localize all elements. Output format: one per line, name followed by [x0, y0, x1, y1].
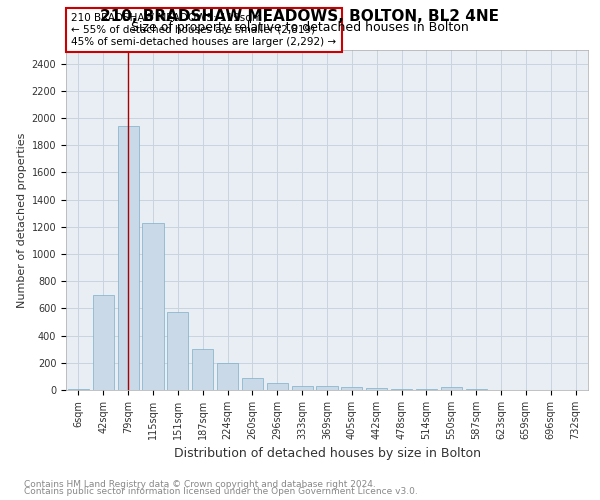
Text: Contains HM Land Registry data © Crown copyright and database right 2024.: Contains HM Land Registry data © Crown c… — [24, 480, 376, 489]
Bar — [142, 224, 164, 390]
Bar — [93, 295, 114, 390]
Text: 210, BRADSHAW MEADOWS, BOLTON, BL2 4NE: 210, BRADSHAW MEADOWS, BOLTON, BL2 4NE — [101, 9, 499, 24]
Bar — [192, 348, 213, 390]
Bar — [466, 388, 487, 390]
Text: Contains public sector information licensed under the Open Government Licence v3: Contains public sector information licen… — [24, 487, 418, 496]
Bar — [316, 386, 338, 390]
Bar — [366, 388, 387, 390]
Y-axis label: Number of detached properties: Number of detached properties — [17, 132, 28, 308]
Bar — [242, 378, 263, 390]
Bar — [441, 388, 462, 390]
Bar — [341, 386, 362, 390]
Text: 210 BRADSHAW MEADOWS: 119sqm
← 55% of detached houses are smaller (2,819)
45% of: 210 BRADSHAW MEADOWS: 119sqm ← 55% of de… — [71, 14, 337, 46]
Bar — [68, 388, 89, 390]
Bar — [118, 126, 139, 390]
Bar — [267, 383, 288, 390]
Text: Size of property relative to detached houses in Bolton: Size of property relative to detached ho… — [131, 21, 469, 34]
Bar — [167, 312, 188, 390]
Bar — [217, 363, 238, 390]
Bar — [391, 389, 412, 390]
X-axis label: Distribution of detached houses by size in Bolton: Distribution of detached houses by size … — [173, 448, 481, 460]
Bar — [292, 386, 313, 390]
